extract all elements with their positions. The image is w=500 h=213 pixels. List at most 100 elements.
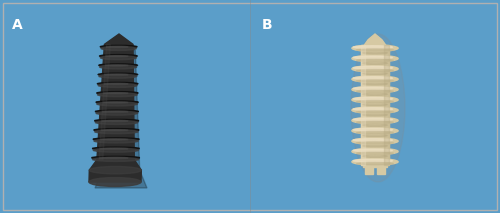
Ellipse shape [362,124,388,127]
Ellipse shape [100,56,136,60]
Ellipse shape [362,144,388,147]
Ellipse shape [353,87,393,90]
Ellipse shape [102,111,128,112]
Ellipse shape [101,130,128,131]
Ellipse shape [353,108,393,111]
Ellipse shape [362,103,388,106]
Ellipse shape [100,148,128,150]
Ellipse shape [100,55,137,58]
Ellipse shape [99,64,138,67]
Bar [384,45,388,165]
Ellipse shape [97,102,138,106]
Ellipse shape [101,46,136,50]
Ellipse shape [356,59,394,62]
Ellipse shape [96,92,138,94]
Ellipse shape [100,45,137,48]
Ellipse shape [356,142,394,144]
Ellipse shape [100,157,128,159]
Ellipse shape [353,56,393,59]
Ellipse shape [94,119,138,122]
Ellipse shape [352,45,398,51]
Ellipse shape [353,159,393,162]
Text: B: B [262,18,272,32]
Ellipse shape [352,86,398,93]
Ellipse shape [362,155,388,158]
Ellipse shape [94,139,138,143]
Ellipse shape [356,90,394,92]
Ellipse shape [98,83,137,87]
Bar [362,45,388,165]
Ellipse shape [356,152,394,154]
Ellipse shape [362,93,388,96]
Ellipse shape [352,117,398,124]
Bar [362,45,366,165]
Ellipse shape [353,46,393,49]
Ellipse shape [92,157,138,161]
Ellipse shape [104,74,128,75]
Ellipse shape [353,77,393,79]
Polygon shape [89,34,142,182]
Ellipse shape [356,111,394,113]
Ellipse shape [362,62,388,65]
Ellipse shape [352,138,398,144]
Ellipse shape [352,55,398,62]
Ellipse shape [100,139,128,140]
Text: A: A [12,18,23,32]
Ellipse shape [362,134,388,137]
Ellipse shape [96,111,138,115]
Ellipse shape [90,167,142,174]
Ellipse shape [352,107,398,113]
Ellipse shape [352,76,398,82]
Ellipse shape [103,102,128,103]
Ellipse shape [353,149,393,152]
Ellipse shape [92,147,140,150]
Ellipse shape [94,148,138,152]
Ellipse shape [356,121,394,124]
Ellipse shape [92,156,140,159]
Ellipse shape [353,128,393,131]
Ellipse shape [353,66,393,69]
Bar [365,165,373,174]
Ellipse shape [356,80,394,82]
Ellipse shape [100,65,136,69]
Ellipse shape [352,159,398,165]
Ellipse shape [353,97,393,100]
Ellipse shape [96,101,138,104]
Ellipse shape [353,139,393,141]
Bar [377,165,385,174]
Ellipse shape [98,82,138,85]
Ellipse shape [353,118,393,121]
Polygon shape [364,34,386,45]
Ellipse shape [356,49,394,51]
Ellipse shape [352,66,398,72]
Ellipse shape [104,93,128,94]
Bar [364,162,386,167]
Ellipse shape [96,121,138,124]
Ellipse shape [356,131,394,134]
Ellipse shape [356,100,394,103]
Ellipse shape [104,83,128,85]
Ellipse shape [106,46,128,48]
Ellipse shape [356,69,394,72]
Ellipse shape [93,138,139,141]
Ellipse shape [352,148,398,155]
Ellipse shape [362,82,388,85]
Ellipse shape [96,110,138,113]
Ellipse shape [89,178,141,186]
Ellipse shape [99,74,137,78]
Ellipse shape [94,130,138,134]
Ellipse shape [351,34,405,182]
Ellipse shape [352,97,398,103]
Ellipse shape [105,65,128,66]
Ellipse shape [98,73,138,76]
Polygon shape [95,40,147,188]
Ellipse shape [356,162,394,165]
Polygon shape [99,44,110,160]
Ellipse shape [98,93,137,97]
Ellipse shape [352,128,398,134]
Ellipse shape [362,51,388,54]
Ellipse shape [94,129,139,131]
Ellipse shape [362,72,388,75]
Ellipse shape [106,56,128,57]
Ellipse shape [362,113,388,116]
